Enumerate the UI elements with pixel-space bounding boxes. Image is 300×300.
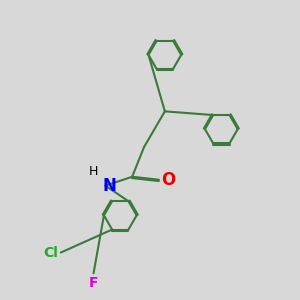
Text: N: N — [102, 177, 116, 195]
Text: F: F — [89, 276, 98, 290]
Text: H: H — [89, 165, 98, 178]
Text: O: O — [161, 171, 176, 189]
Text: Cl: Cl — [43, 245, 58, 260]
